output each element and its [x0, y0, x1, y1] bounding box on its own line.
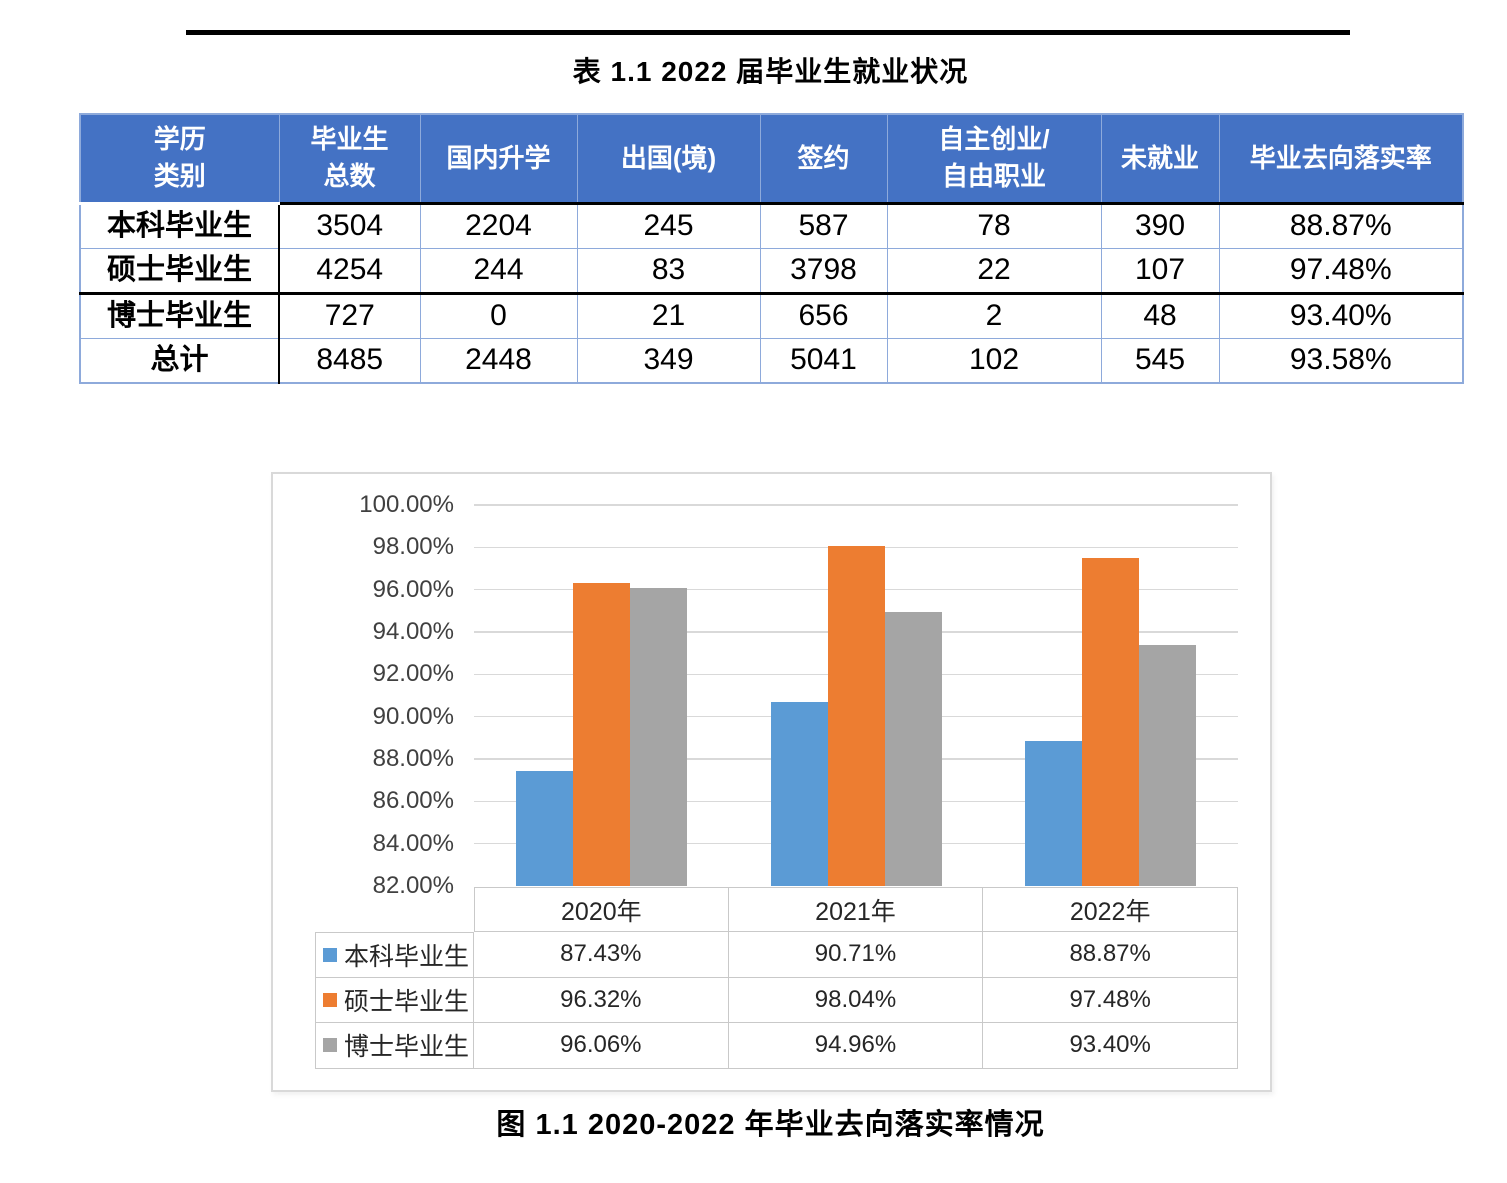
employment-table: 学历 类别 毕业生 总数 国内升学 出国(境) 签约 自主创业/自由职业 未就业 毕业去向落实率本… [79, 113, 1464, 384]
col-header-contract-signed: 签约 [759, 113, 888, 205]
cell-total-2: 349 [576, 337, 761, 384]
cell-undergraduate-1: 2204 [419, 202, 578, 249]
cell-doctoral-0: 727 [278, 291, 421, 339]
chart-table-year-2021: 2021年 [728, 887, 984, 932]
figure-caption: 图 1.1 2020-2022 年毕业去向落实率情况 [496, 1109, 1045, 1141]
cell-doctoral-4: 2 [886, 291, 1102, 339]
chart-table-value-undergraduate-2020: 87.43% [474, 932, 729, 978]
legend-label-master: 硕士毕业生 [344, 987, 470, 1016]
bar-doctoral-2020 [629, 588, 687, 886]
col-header-placement-rate: 毕业去向落实率 [1218, 113, 1464, 205]
row-label-total: 总计 [79, 337, 280, 384]
y-axis-label-84: 84.00% [372, 829, 454, 857]
cell-total-0: 8485 [278, 337, 421, 384]
bar-master-2020 [572, 582, 630, 886]
bar-undergraduate-2022 [1025, 740, 1083, 886]
chart-table-value-undergraduate-2021: 90.71% [728, 932, 984, 978]
chart-table-value-doctoral-2021: 94.96% [728, 1023, 984, 1069]
y-axis-label-100: 100.00% [359, 491, 454, 518]
y-axis-label-98: 98.00% [372, 533, 454, 561]
legend-item-undergraduate: 本科毕业生 [315, 932, 474, 978]
cell-doctoral-5: 48 [1100, 291, 1220, 339]
col-header-unemployed: 未就业 [1100, 113, 1220, 205]
legend-item-master: 硕士毕业生 [315, 977, 474, 1023]
chart-table-value-master-2021: 98.04% [728, 977, 984, 1023]
legend-item-doctoral: 博士毕业生 [315, 1023, 474, 1069]
cell-doctoral-6: 93.40% [1218, 291, 1464, 339]
cell-total-6: 93.58% [1218, 337, 1464, 384]
col-header-degree-type: 学历 类别 [79, 113, 280, 205]
y-axis-label-82: 82.00% [372, 872, 454, 899]
cell-master-6: 97.48% [1218, 247, 1464, 294]
gridline-100 [474, 504, 1238, 506]
cell-master-4: 22 [886, 247, 1102, 294]
col-header-study-abroad: 出国(境) [576, 113, 761, 205]
bar-doctoral-2022 [1139, 644, 1197, 886]
col-header-total-graduates: 毕业生 总数 [278, 113, 421, 205]
legend-swatch-master-icon [323, 992, 337, 1007]
legend-swatch-undergraduate-icon [323, 947, 337, 962]
y-axis-label-86: 86.00% [372, 787, 454, 815]
cell-undergraduate-2: 245 [576, 202, 761, 249]
y-axis-label-92: 92.00% [372, 660, 454, 688]
cell-master-3: 3798 [759, 247, 888, 294]
y-axis-label-96: 96.00% [372, 575, 454, 603]
cell-undergraduate-6: 88.87% [1218, 202, 1464, 249]
bar-undergraduate-2021 [770, 701, 828, 886]
cell-master-2: 83 [576, 247, 761, 294]
bar-doctoral-2021 [884, 611, 942, 886]
cell-total-1: 2448 [419, 337, 578, 384]
cell-total-3: 5041 [759, 337, 888, 384]
bar-master-2022 [1082, 558, 1140, 886]
cell-undergraduate-3: 587 [759, 202, 888, 249]
cell-undergraduate-0: 3504 [278, 202, 421, 249]
figure-chart: 100.00% 98.00% 96.00% 94.00% 92.00% 90.00% 88.… [271, 472, 1272, 1092]
legend-label-doctoral: 博士毕业生 [344, 1033, 470, 1062]
cell-undergraduate-5: 390 [1100, 202, 1220, 249]
page-top-rule [186, 30, 1350, 35]
cell-total-5: 545 [1100, 337, 1220, 384]
legend-swatch-doctoral-icon [323, 1038, 337, 1053]
row-label-master: 硕士毕业生 [79, 247, 280, 294]
y-axis-label-94: 94.00% [372, 618, 454, 645]
chart-table-value-undergraduate-2022: 88.87% [983, 932, 1238, 978]
cell-doctoral-2: 21 [576, 291, 761, 339]
cell-master-0: 4254 [278, 247, 421, 294]
chart-table-value-doctoral-2020: 96.06% [474, 1023, 729, 1069]
cell-master-5: 107 [1100, 247, 1220, 294]
chart-table-year-2020: 2020年 [474, 887, 729, 932]
cell-doctoral-1: 0 [419, 291, 578, 339]
cell-master-1: 244 [419, 247, 578, 294]
y-axis-label-90: 90.00% [372, 702, 454, 730]
col-header-self-employed-freelance: 自主创业/自由职业 [886, 113, 1102, 205]
bar-undergraduate-2020 [515, 771, 573, 886]
cell-total-4: 102 [886, 337, 1102, 384]
y-axis-label-88: 88.00% [372, 745, 454, 772]
col-header-domestic-further-study: 国内升学 [419, 113, 578, 205]
chart-table-value-master-2020: 96.32% [474, 977, 729, 1023]
chart-table-value-master-2022: 97.48% [983, 977, 1238, 1023]
cell-undergraduate-4: 78 [886, 202, 1102, 249]
table-caption: 表 1.1 2022 届毕业生就业状况 [572, 56, 969, 87]
row-label-undergraduate: 本科毕业生 [79, 202, 280, 249]
legend-label-undergraduate: 本科毕业生 [344, 942, 470, 971]
bar-master-2021 [827, 546, 885, 886]
cell-doctoral-3: 656 [759, 291, 888, 339]
chart-table-year-2022: 2022年 [983, 887, 1238, 932]
row-label-doctoral: 博士毕业生 [79, 291, 280, 339]
chart-table-value-doctoral-2022: 93.40% [983, 1023, 1238, 1069]
